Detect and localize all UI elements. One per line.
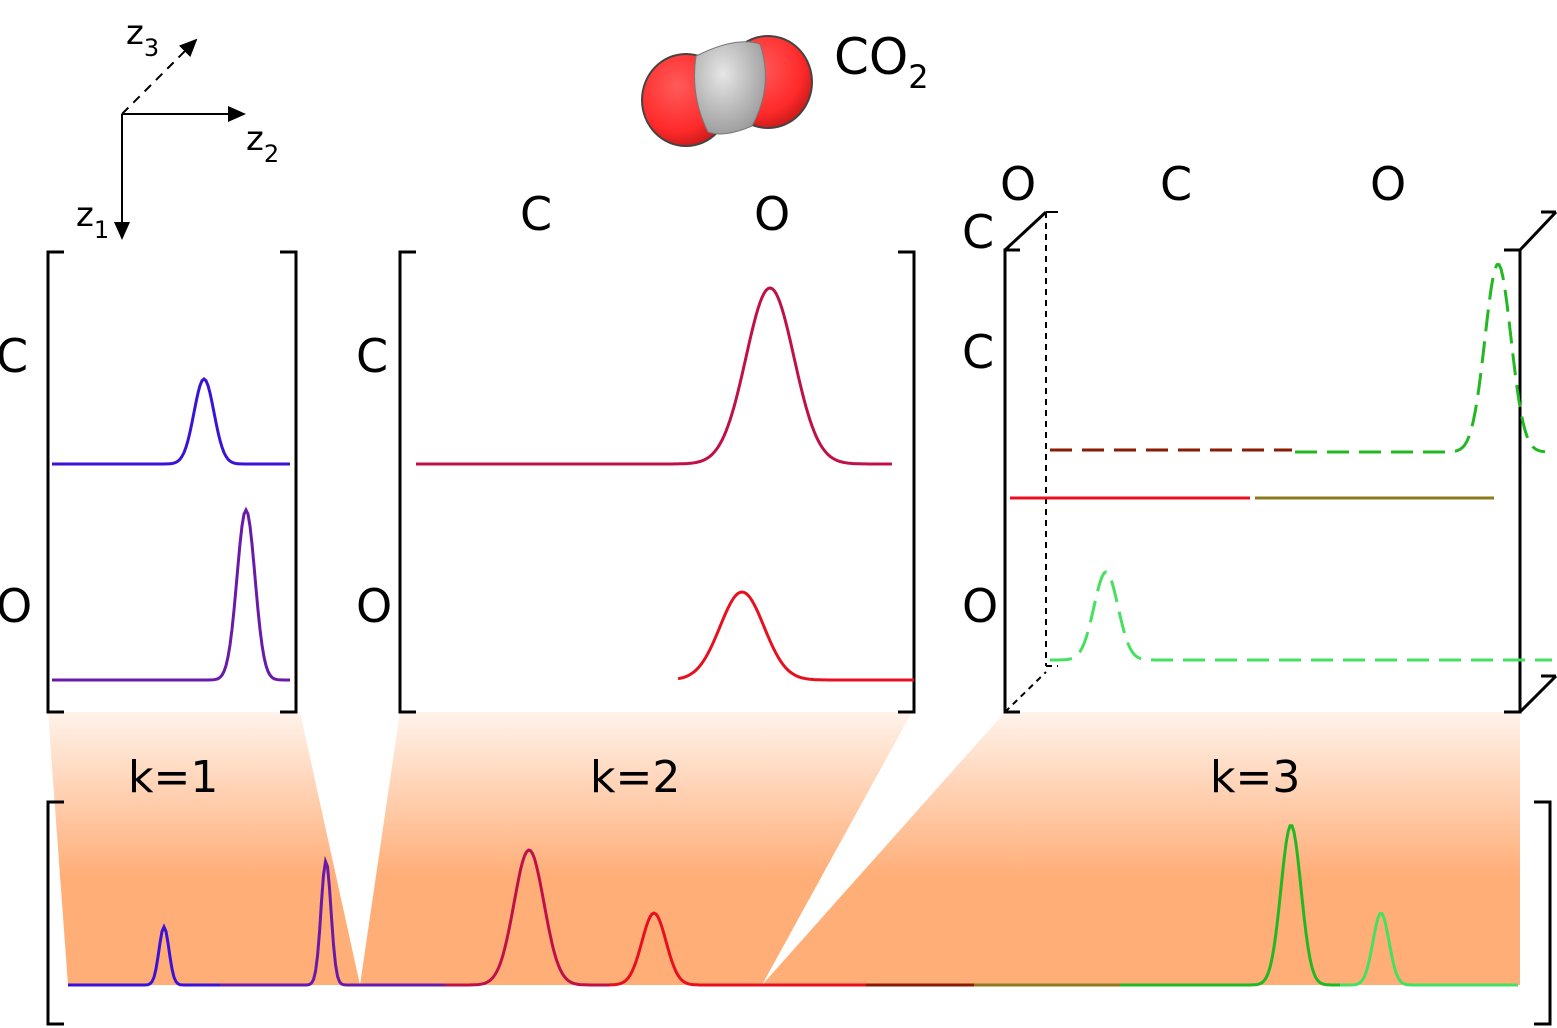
bottom-vector: k=1 k=2 k=3 <box>46 752 1552 1026</box>
z2-label: z2 <box>246 119 279 168</box>
panel-k2-bracket-left <box>398 250 416 714</box>
panel-k2-curve-o <box>677 590 914 682</box>
panel-k2: C O C O <box>356 187 916 714</box>
panel-k1-bracket-left <box>46 250 64 714</box>
panel-k1-curve-c <box>52 377 290 466</box>
panel-k2-col-label-o: O <box>754 187 790 241</box>
z1-label: z1 <box>76 195 109 244</box>
k1-label: k=1 <box>128 752 218 803</box>
panel-k3-col-label-c: C <box>1160 157 1192 211</box>
bottom-curve-segment-9 <box>1340 912 1518 987</box>
panel-k3-edge-top-left <box>1003 210 1048 252</box>
panel-k3-bracket-front-left <box>1003 248 1020 714</box>
panel-k3-depth-label-o: O <box>1000 157 1036 211</box>
bottom-curve-segment-3 <box>445 848 610 987</box>
bottom-bracket-right <box>1534 800 1552 1026</box>
molecule-formula: CO2 <box>834 28 929 96</box>
z3-axis <box>121 38 198 115</box>
panel-k2-curve-c <box>416 286 892 466</box>
coordinate-axes <box>114 38 246 240</box>
panel-k2-row-label-c: C <box>356 329 388 383</box>
panel-k3-curve-green-back <box>1295 263 1546 454</box>
z3-label: z3 <box>126 13 159 62</box>
panel-k1: C O <box>0 250 298 714</box>
panel-k1-row-label-o: O <box>0 579 32 633</box>
bottom-curve-segment-2 <box>220 855 445 987</box>
bottom-bracket-left <box>46 800 64 1026</box>
panel-k3-depth-row-label-c: C <box>962 205 994 259</box>
panel-k3-edge-bottom-right <box>1518 674 1557 714</box>
bottom-curve-segment-1 <box>68 923 220 987</box>
band-k1 <box>48 712 360 985</box>
panel-k2-row-label-o: O <box>356 579 392 633</box>
panel-k2-col-label-c: C <box>520 187 552 241</box>
k2-label: k=2 <box>590 752 680 803</box>
projection-bands <box>48 712 1520 985</box>
panel-k3-hidden-edges <box>1004 212 1058 713</box>
panel-k3: O C O C C O <box>962 157 1557 714</box>
panel-k3-curve-green-front <box>1050 570 1552 662</box>
panel-k3-edge-top-right <box>1518 210 1557 252</box>
band-k3 <box>762 712 1520 985</box>
panel-k3-hidden-bottom-left <box>1004 671 1047 713</box>
carbon-atom <box>694 41 766 135</box>
band-k2 <box>360 712 912 985</box>
panel-k1-row-label-c: C <box>0 329 28 383</box>
bottom-curve-segment-4 <box>609 911 762 987</box>
panel-k3-bracket-front-right <box>1504 248 1522 714</box>
panel-k2-bracket-right <box>898 250 916 714</box>
panel-k3-row-label-o: O <box>962 579 998 633</box>
bottom-curve-segment-8 <box>1120 824 1340 987</box>
k3-label: k=3 <box>1210 752 1300 803</box>
co2-molecule-icon <box>641 35 813 147</box>
panel-k3-box <box>1003 210 1557 714</box>
panel-k1-bracket-right <box>280 250 298 714</box>
panel-k1-curve-o <box>52 506 290 682</box>
panel-k3-col-label-o: O <box>1370 157 1406 211</box>
panel-k3-row-label-c: C <box>962 325 994 379</box>
